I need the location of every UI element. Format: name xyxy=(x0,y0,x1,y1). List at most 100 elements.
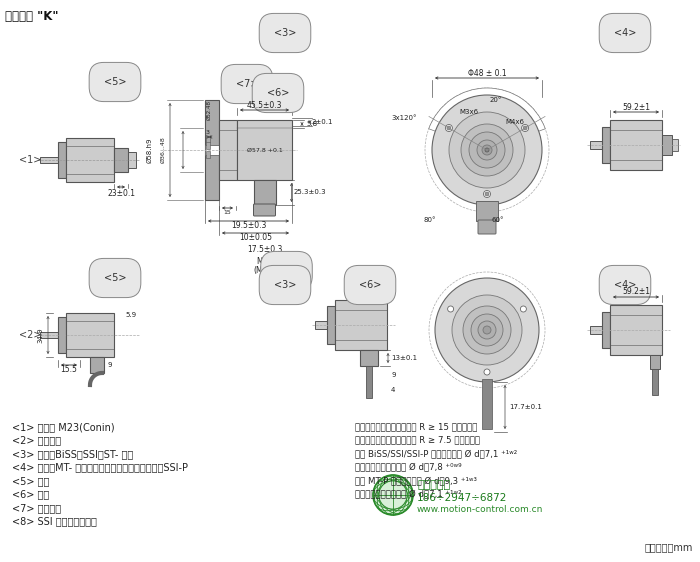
Text: (M12): (M12) xyxy=(253,266,276,275)
Text: www.motion-control.com.cn: www.motion-control.com.cn xyxy=(417,505,543,514)
Circle shape xyxy=(484,369,490,375)
Circle shape xyxy=(435,278,539,382)
Text: <6> 径向: <6> 径向 xyxy=(12,490,49,500)
Text: 15: 15 xyxy=(223,211,231,215)
Text: 9: 9 xyxy=(107,362,111,368)
Text: 使用 BiSS/SSI/SSI-P 接口时的电缆 Ø d：7,1 ⁺¹ʷ²: 使用 BiSS/SSI/SSI-P 接口时的电缆 Ø d：7,1 ⁺¹ʷ² xyxy=(355,449,517,458)
Bar xyxy=(114,148,128,172)
Bar xyxy=(206,151,210,158)
Bar xyxy=(590,326,602,334)
Text: 2±0.1: 2±0.1 xyxy=(312,119,333,125)
Wedge shape xyxy=(428,88,545,150)
Circle shape xyxy=(452,295,522,365)
Text: 西安德伍拓: 西安德伍拓 xyxy=(417,480,450,490)
Bar xyxy=(40,157,58,163)
Text: 60°: 60° xyxy=(492,217,505,223)
Text: 34.9: 34.9 xyxy=(37,327,43,343)
Bar xyxy=(128,152,136,168)
Bar xyxy=(602,312,610,348)
Text: <3>: <3> xyxy=(274,280,296,290)
Text: 9: 9 xyxy=(391,372,395,378)
Text: 59.2±1: 59.2±1 xyxy=(622,288,650,297)
Circle shape xyxy=(482,145,492,155)
Text: 17.7±0.1: 17.7±0.1 xyxy=(509,404,542,410)
Text: 3x120°: 3x120° xyxy=(391,115,417,121)
Text: <5>: <5> xyxy=(104,273,126,283)
Text: <5> 轴向: <5> 轴向 xyxy=(12,476,50,486)
Bar xyxy=(237,120,292,180)
Circle shape xyxy=(445,125,452,132)
Text: <6>: <6> xyxy=(267,88,289,98)
Text: Ø52.48: Ø52.48 xyxy=(206,100,211,120)
Bar xyxy=(66,313,114,357)
Text: <8> SSI 可选括号内的值: <8> SSI 可选括号内的值 xyxy=(12,516,97,527)
Circle shape xyxy=(523,126,527,130)
Text: 13±0.1: 13±0.1 xyxy=(391,355,417,361)
Bar xyxy=(590,141,602,149)
Text: <7>: <7> xyxy=(236,79,258,89)
Circle shape xyxy=(478,321,496,339)
Bar xyxy=(90,357,104,373)
Text: 使用 MT-P 接口时的电缆 Ø d：9,3 ⁺¹ʷ³: 使用 MT-P 接口时的电缆 Ø d：9,3 ⁺¹ʷ³ xyxy=(355,476,477,485)
Text: <4>: <4> xyxy=(614,28,636,38)
Bar xyxy=(335,300,387,350)
Bar xyxy=(205,100,219,200)
Bar xyxy=(476,201,498,221)
Text: 59.2±1: 59.2±1 xyxy=(622,102,650,111)
Circle shape xyxy=(484,191,491,197)
Text: Φ48 ± 0.1: Φ48 ± 0.1 xyxy=(468,69,506,78)
FancyBboxPatch shape xyxy=(478,220,496,234)
Bar xyxy=(650,355,660,369)
Circle shape xyxy=(447,126,451,130)
Bar xyxy=(58,142,66,178)
Text: 3: 3 xyxy=(206,130,210,135)
Text: <1> 连接器 M23(Conin): <1> 连接器 M23(Conin) xyxy=(12,422,115,432)
Bar xyxy=(652,369,658,395)
Text: Ø36...48: Ø36...48 xyxy=(160,137,165,164)
Text: <4> 接口：MT- 并行（仅适用电缆）、现场总线、SSI-P: <4> 接口：MT- 并行（仅适用电缆）、现场总线、SSI-P xyxy=(12,463,188,473)
Circle shape xyxy=(373,475,413,515)
Text: 25.3±0.3: 25.3±0.3 xyxy=(293,189,326,196)
Text: <3> 接口：BiSS、SSI、ST- 并行: <3> 接口：BiSS、SSI、ST- 并行 xyxy=(12,449,133,459)
Circle shape xyxy=(520,306,526,312)
Bar xyxy=(327,306,335,344)
Circle shape xyxy=(447,306,454,312)
Text: 4: 4 xyxy=(391,387,395,393)
Text: <6>: <6> xyxy=(359,280,382,290)
Bar xyxy=(206,142,210,149)
Text: Ø58.h9: Ø58.h9 xyxy=(147,137,153,163)
Bar xyxy=(315,321,327,329)
Circle shape xyxy=(469,132,505,168)
Circle shape xyxy=(449,112,525,188)
Bar xyxy=(58,317,66,353)
Text: 20°: 20° xyxy=(490,97,503,103)
Bar xyxy=(482,379,492,429)
Text: 45.5±0.3: 45.5±0.3 xyxy=(246,101,282,110)
Text: Ø57.8 +0.1: Ø57.8 +0.1 xyxy=(246,147,282,152)
Text: <3>: <3> xyxy=(274,28,296,38)
Bar xyxy=(219,120,237,180)
Text: 17.5±0.3: 17.5±0.3 xyxy=(247,244,282,253)
Text: M4x6: M4x6 xyxy=(505,119,524,125)
Circle shape xyxy=(485,148,489,152)
FancyBboxPatch shape xyxy=(253,204,276,216)
Text: 尺寸单位：mm: 尺寸单位：mm xyxy=(645,542,693,552)
Text: M3x6: M3x6 xyxy=(459,109,478,115)
Bar xyxy=(205,145,219,155)
Text: <2>: <2> xyxy=(19,330,41,340)
Text: 5.8: 5.8 xyxy=(306,121,317,127)
Text: <1>: <1> xyxy=(19,155,41,165)
Text: <7> 二者选一: <7> 二者选一 xyxy=(12,503,61,513)
Bar xyxy=(40,332,58,338)
Text: 186÷2947÷6872: 186÷2947÷6872 xyxy=(417,493,508,503)
Text: 5.9: 5.9 xyxy=(125,312,136,318)
Circle shape xyxy=(483,326,491,334)
Text: 15.5: 15.5 xyxy=(61,365,78,374)
Text: 固定安装时的电缆弯曲半径 R ≥ 7.5 倍电缆直径: 固定安装时的电缆弯曲半径 R ≥ 7.5 倍电缆直径 xyxy=(355,436,480,445)
Bar xyxy=(610,305,662,355)
Circle shape xyxy=(471,314,503,346)
Text: 夹紧法兰 "K": 夹紧法兰 "K" xyxy=(5,10,59,23)
Bar xyxy=(662,135,672,155)
Text: 19.5±0.3: 19.5±0.3 xyxy=(231,220,266,229)
Text: 使用固定安装时的电缆 Ø d：7,1 ⁺¹ʷ²: 使用固定安装时的电缆 Ø d：7,1 ⁺¹ʷ² xyxy=(355,490,461,498)
